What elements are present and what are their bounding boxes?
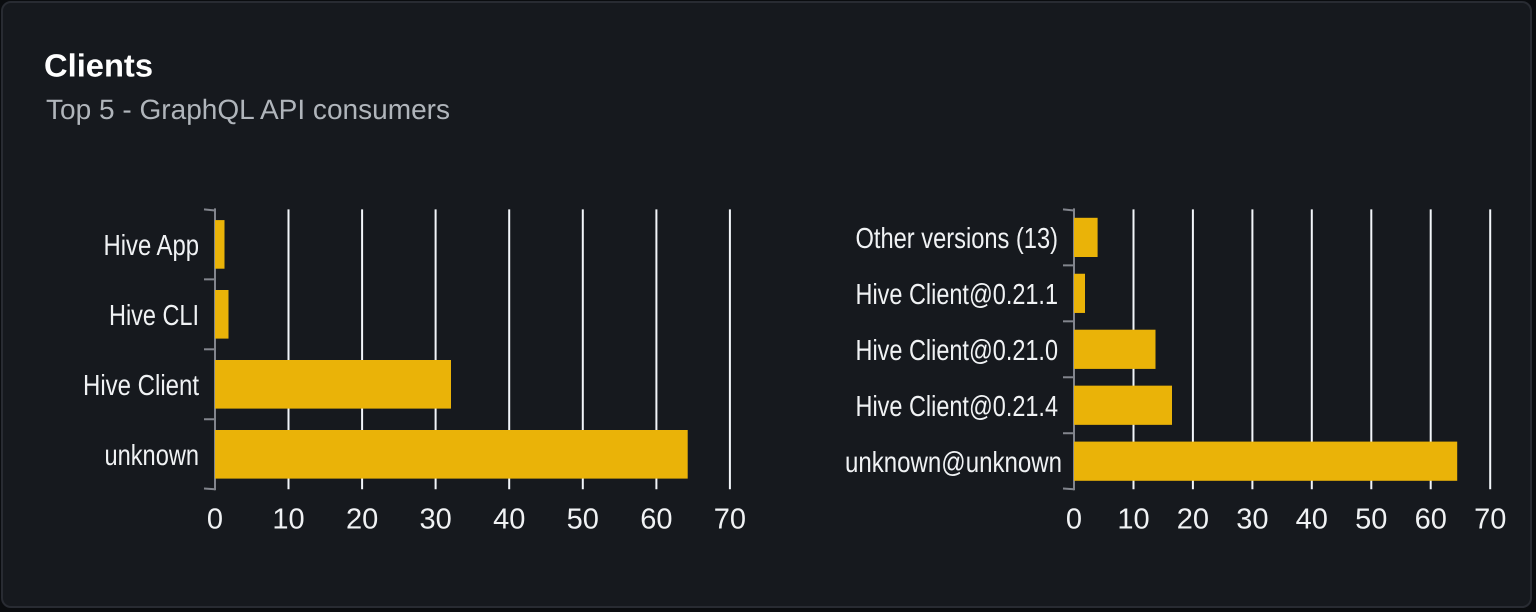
svg-text:Hive CLI: Hive CLI	[109, 300, 199, 332]
svg-text:0: 0	[207, 503, 223, 535]
svg-text:Clients: Clients	[44, 48, 153, 84]
svg-text:60: 60	[640, 503, 672, 535]
svg-text:Top 5 - GraphQL API consumers: Top 5 - GraphQL API consumers	[46, 94, 450, 125]
svg-text:20: 20	[1177, 503, 1209, 535]
svg-text:70: 70	[714, 503, 746, 535]
svg-text:unknown@unknown: unknown@unknown	[845, 447, 1062, 479]
svg-text:0: 0	[1066, 503, 1082, 535]
svg-text:50: 50	[1355, 503, 1387, 535]
svg-text:Hive Client@0.21.1: Hive Client@0.21.1	[856, 279, 1059, 311]
svg-text:Hive Client@0.21.4: Hive Client@0.21.4	[856, 391, 1059, 423]
svg-text:30: 30	[1236, 503, 1268, 535]
svg-text:40: 40	[493, 503, 525, 535]
svg-text:unknown: unknown	[105, 440, 200, 472]
svg-text:60: 60	[1415, 503, 1447, 535]
svg-text:20: 20	[346, 503, 378, 535]
svg-text:40: 40	[1296, 503, 1328, 535]
svg-text:70: 70	[1474, 503, 1506, 535]
svg-text:10: 10	[1117, 503, 1149, 535]
svg-text:Other versions (13): Other versions (13)	[856, 223, 1059, 255]
svg-text:Hive Client@0.21.0: Hive Client@0.21.0	[856, 335, 1059, 367]
svg-text:Hive Client: Hive Client	[83, 370, 199, 402]
svg-text:30: 30	[419, 503, 451, 535]
svg-text:10: 10	[272, 503, 304, 535]
svg-text:Hive App: Hive App	[104, 230, 200, 262]
svg-text:50: 50	[567, 503, 599, 535]
